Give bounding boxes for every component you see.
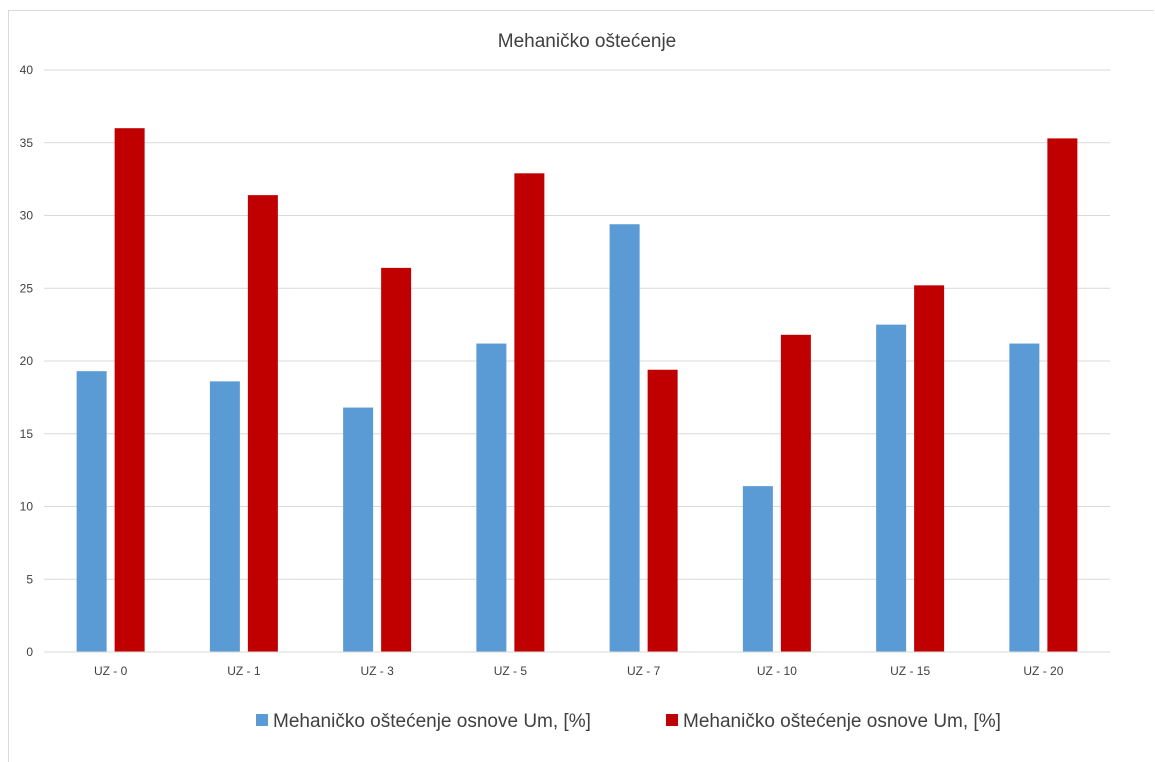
bar (742, 486, 773, 652)
legend: Mehaničko oštećenje osnove Um, [%] Mehani… (256, 711, 1001, 732)
y-tick-label: 25 (20, 281, 34, 295)
bar (1047, 138, 1078, 652)
bar (381, 267, 412, 652)
x-tick-label: UZ - 0 (94, 664, 128, 678)
bar (609, 224, 640, 653)
y-tick-label: 30 (20, 209, 34, 223)
bar (114, 128, 145, 652)
y-axis-ticks: 0 5 10 15 20 25 30 35 40 (20, 63, 34, 659)
x-tick-label: UZ - 5 (494, 664, 528, 678)
x-tick-label: UZ - 1 (227, 664, 261, 678)
bar (76, 371, 107, 652)
bar (476, 343, 507, 652)
legend-label: Mehaničko oštećenje osnove Um, [%] (683, 711, 1001, 732)
y-tick-label: 0 (26, 645, 33, 659)
y-tick-label: 20 (20, 354, 34, 368)
y-tick-label: 15 (20, 427, 34, 441)
x-tick-label: UZ - 15 (890, 664, 930, 678)
bar (876, 324, 907, 652)
grid-lines (44, 69, 1110, 580)
x-axis-ticks: UZ - 0 UZ - 1 UZ - 3 UZ - 5 UZ - 7 UZ - 10 UZ … (94, 664, 1064, 678)
bar (247, 195, 278, 652)
bar (780, 334, 811, 652)
bar (514, 173, 545, 652)
y-tick-label: 35 (20, 136, 34, 150)
chart-frame (8, 10, 1154, 762)
bar (1009, 343, 1040, 652)
x-tick-label: UZ - 10 (757, 664, 797, 678)
y-tick-label: 10 (20, 500, 34, 514)
bar (343, 407, 374, 652)
bar (209, 381, 240, 652)
x-tick-label: UZ - 20 (1023, 664, 1063, 678)
y-tick-label: 5 (26, 572, 33, 586)
legend-swatch (666, 714, 678, 726)
chart-title: Mehaničko oštećenje (498, 31, 677, 52)
x-tick-label: UZ - 7 (627, 664, 661, 678)
legend-label: Mehaničko oštećenje osnove Um, [%] (273, 711, 591, 732)
bar (647, 369, 678, 652)
legend-swatch (256, 714, 268, 726)
bars (76, 128, 1078, 653)
bar (914, 285, 945, 652)
x-tick-label: UZ - 3 (360, 664, 394, 678)
y-tick-label: 40 (20, 63, 34, 77)
